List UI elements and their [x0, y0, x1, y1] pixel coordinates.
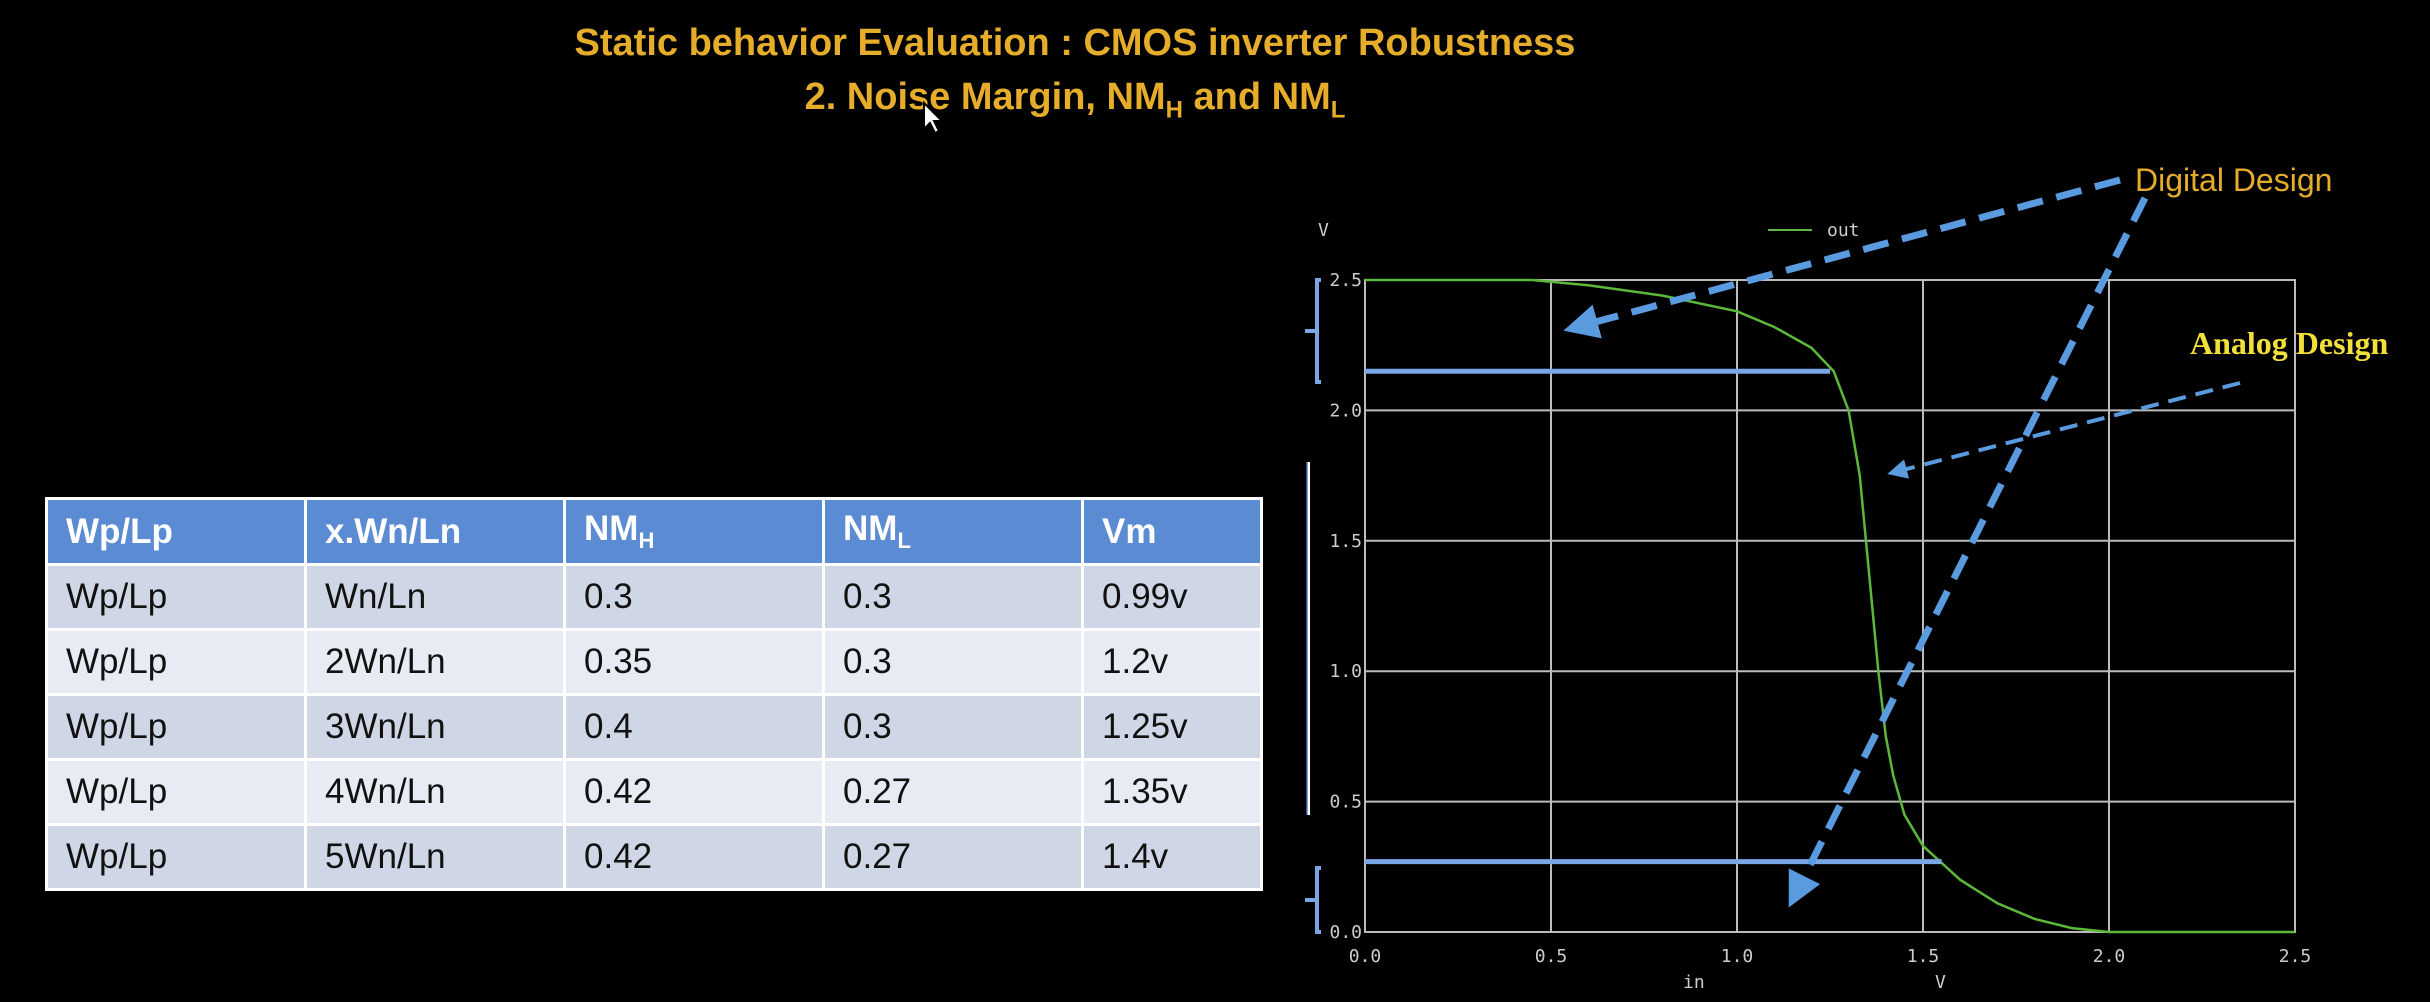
- nml-bracket: [1305, 866, 1321, 934]
- table-cell: Wp/Lp: [45, 628, 307, 696]
- mouse-cursor-icon: [923, 101, 944, 135]
- table-cell: 5Wn/Ln: [304, 823, 566, 891]
- series-line-out: [1365, 278, 2295, 934]
- noise-margin-table: Wp/Lp x.Wn/Ln NMH NML Vm Wp/Lp Wn/Ln 0.3 0.…: [45, 497, 1263, 891]
- digital-arrow-low: [1788, 196, 2149, 908]
- nmh-bracket: [1305, 278, 1321, 384]
- x-tick-label: 0.5: [1535, 946, 1568, 967]
- col-header: NML: [822, 497, 1084, 566]
- y-unit-label: V: [1318, 220, 1329, 241]
- table-cell: 0.3: [822, 628, 1084, 696]
- table-row: Wp/Lp Wn/Ln 0.3 0.3 0.99v: [45, 563, 1263, 631]
- slide-title: Static behavior Evaluation : CMOS invert…: [574, 22, 1576, 64]
- table-cell: Wp/Lp: [45, 823, 307, 891]
- table-cell: 1.4v: [1081, 823, 1263, 891]
- x-tick-label: 2.5: [2279, 946, 2312, 967]
- table-cell: 0.27: [822, 823, 1084, 891]
- col-header: Vm: [1081, 497, 1263, 566]
- vtc-chart: 0.0 0.5 1.0 1.5 2.0 2.5 0.0 0.5 1.0 1.5 2.0 2.5 Vin V…: [1305, 176, 2312, 993]
- subtitle-sub-l: L: [1330, 96, 1346, 124]
- table-row: Wp/Lp 3Wn/Ln 0.4 0.3 1.25v: [45, 693, 1263, 761]
- table-row: Wp/Lp 4Wn/Ln 0.42 0.27 1.35v: [45, 758, 1263, 826]
- table-cell: 0.42: [563, 758, 825, 826]
- y-tick-label: 1.0: [1329, 661, 1362, 682]
- table-cell: 0.27: [822, 758, 1084, 826]
- digital-arrow-high: [1563, 176, 2121, 339]
- x-tick-label: 1.0: [1721, 946, 1754, 967]
- table-cell: Wp/Lp: [45, 758, 307, 826]
- subtitle-sub-h: H: [1165, 96, 1183, 124]
- y-tick-label: 0.5: [1329, 792, 1362, 813]
- table-header-row: Wp/Lp x.Wn/Ln NMH NML Vm: [45, 497, 1263, 566]
- table-cell: 0.35: [563, 628, 825, 696]
- x-tick-label: 2.0: [2093, 946, 2126, 967]
- table-cell: 3Wn/Ln: [304, 693, 566, 761]
- y-tick-label: 1.5: [1329, 531, 1362, 552]
- slide-subtitle: 2. Noise Margin, NMH and NML: [0, 76, 2150, 125]
- x-tick-label: 0.0: [1349, 946, 1382, 967]
- table-row: Wp/Lp 5Wn/Ln 0.42 0.27 1.4v: [45, 823, 1263, 891]
- table-cell: Wn/Ln: [304, 563, 566, 631]
- analog-arrow: [1887, 381, 2241, 479]
- table-cell: 0.3: [822, 693, 1084, 761]
- y-tick-label: 2.0: [1329, 400, 1362, 421]
- y-tick-label: 2.5: [1329, 270, 1362, 291]
- col-header: Wp/Lp: [45, 497, 307, 566]
- x-tick-label: 1.5: [1907, 946, 1940, 967]
- table-cell: 1.35v: [1081, 758, 1263, 826]
- table-cell: Wp/Lp: [45, 693, 307, 761]
- y-tick-label: 0.0: [1329, 922, 1362, 943]
- x-unit-label: V: [1935, 972, 1946, 993]
- subtitle-mid: and NM: [1182, 76, 1331, 118]
- table-cell: 1.25v: [1081, 693, 1263, 761]
- table-cell: 0.99v: [1081, 563, 1263, 631]
- table-cell: 0.3: [822, 563, 1084, 631]
- table-cell: 0.4: [563, 693, 825, 761]
- legend-label: out: [1827, 220, 1860, 241]
- digital-design-label: Digital Design: [2135, 162, 2333, 198]
- col-header: NMH: [563, 497, 825, 566]
- analog-design-label: Analog Design: [2190, 325, 2389, 361]
- x-axis-label: in: [1683, 972, 1705, 993]
- table-cell: Wp/Lp: [45, 563, 307, 631]
- table-row: Wp/Lp 2Wn/Ln 0.35 0.3 1.2v: [45, 628, 1263, 696]
- table-cell: 1.2v: [1081, 628, 1263, 696]
- table-cell: 0.3: [563, 563, 825, 631]
- table-cell: 2Wn/Ln: [304, 628, 566, 696]
- table-cell: 0.42: [563, 823, 825, 891]
- subtitle-prefix: 2. Noise Margin, NM: [804, 76, 1166, 118]
- col-header: x.Wn/Ln: [304, 497, 566, 566]
- table-cell: 4Wn/Ln: [304, 758, 566, 826]
- plot-frame: [1364, 279, 2296, 933]
